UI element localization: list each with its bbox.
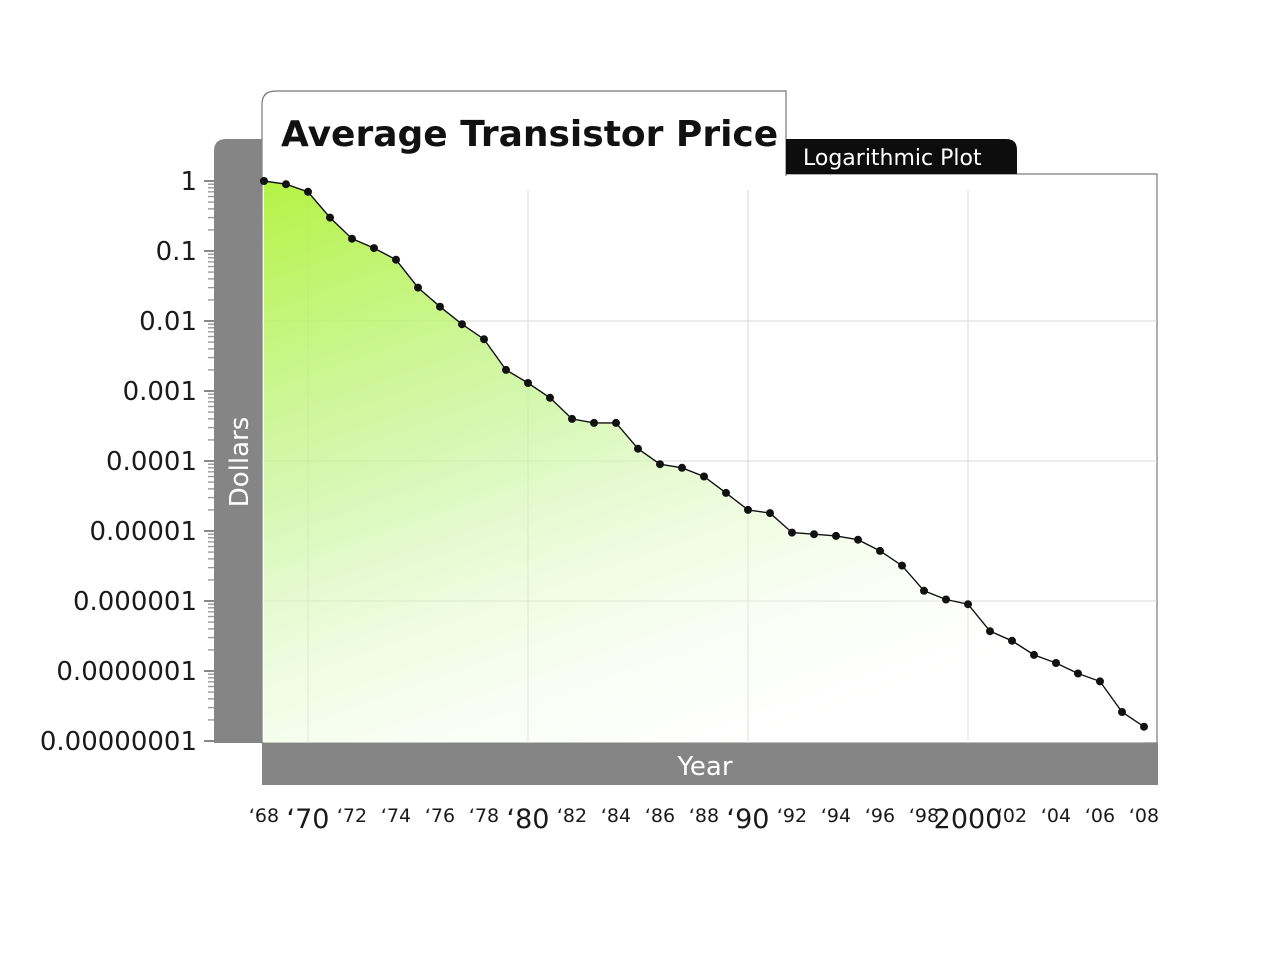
area-fill-layer bbox=[264, 181, 1144, 743]
data-point bbox=[568, 414, 576, 423]
x-tick-label: ‘80 bbox=[507, 804, 550, 835]
y-tick-label: 0.000001 bbox=[73, 587, 197, 617]
x-tick-label: ‘02 bbox=[997, 805, 1027, 827]
data-point bbox=[700, 472, 708, 481]
x-tick-label: ‘08 bbox=[1129, 805, 1159, 827]
x-tick-label: ‘98 bbox=[909, 805, 939, 827]
data-point bbox=[810, 530, 818, 539]
subtitle-badge bbox=[786, 139, 1017, 174]
data-point bbox=[766, 509, 774, 518]
data-point bbox=[832, 531, 840, 540]
data-point bbox=[260, 177, 268, 185]
data-point bbox=[304, 187, 312, 196]
data-point bbox=[524, 379, 532, 387]
data-point bbox=[546, 393, 554, 402]
x-tick-label: ‘72 bbox=[337, 805, 367, 827]
data-point bbox=[326, 213, 334, 222]
x-tick-label: ‘70 bbox=[287, 804, 330, 835]
chart-subtitle: Logarithmic Plot bbox=[803, 146, 982, 171]
data-point bbox=[986, 627, 994, 636]
data-point bbox=[502, 365, 510, 374]
data-point bbox=[1074, 669, 1082, 678]
x-tick-label: ‘76 bbox=[425, 805, 455, 827]
data-point bbox=[920, 586, 928, 595]
data-point bbox=[744, 505, 752, 514]
x-tick-label: ‘78 bbox=[469, 805, 499, 827]
data-point bbox=[1052, 659, 1060, 667]
data-point bbox=[392, 255, 400, 264]
data-point bbox=[634, 444, 642, 453]
data-point bbox=[1140, 722, 1148, 731]
data-point bbox=[942, 595, 950, 604]
x-tick-label: ‘90 bbox=[727, 804, 770, 835]
data-point bbox=[964, 600, 972, 609]
x-axis-ticks: ‘68 ‘70 ‘72 ‘74 ‘76 ‘78 ‘80 ‘82 ‘84 ‘86 ‘88 ‘90 ‘92 ‘… bbox=[249, 804, 1159, 835]
x-tick-label: ‘88 bbox=[689, 805, 719, 827]
title-tab bbox=[261, 90, 787, 176]
y-tick-label: 0.00000001 bbox=[40, 727, 197, 757]
y-tick-label: 0.00001 bbox=[89, 517, 197, 547]
x-tick-label: ‘74 bbox=[381, 805, 411, 827]
data-point bbox=[414, 283, 422, 292]
x-tick-label: ‘06 bbox=[1085, 805, 1115, 827]
x-axis-bar bbox=[262, 743, 1158, 785]
data-point bbox=[480, 335, 488, 344]
data-point bbox=[1008, 636, 1016, 645]
x-tick-label: ‘04 bbox=[1041, 805, 1071, 827]
x-tick-label: ‘94 bbox=[821, 805, 851, 827]
y-tick-label: 0.001 bbox=[123, 377, 197, 407]
y-axis-bar bbox=[214, 139, 262, 743]
y-tick-label: 0.01 bbox=[139, 307, 197, 337]
data-point bbox=[1096, 677, 1104, 686]
data-point bbox=[282, 180, 290, 189]
data-point bbox=[876, 546, 884, 555]
x-tick-label: ‘84 bbox=[601, 805, 631, 827]
data-point bbox=[436, 302, 444, 311]
data-point bbox=[656, 460, 664, 469]
x-axis-label: Year bbox=[676, 752, 732, 782]
data-point bbox=[898, 561, 906, 570]
data-point bbox=[370, 244, 378, 253]
x-tick-label: ‘96 bbox=[865, 805, 895, 827]
x-tick-label: ‘82 bbox=[557, 805, 587, 827]
y-tick-label: 1 bbox=[180, 167, 197, 197]
y-axis-ticks: 1 0.1 0.01 0.001 0.0001 0.00001 0.000001 0.0000… bbox=[40, 167, 214, 757]
y-tick-label: 0.1 bbox=[156, 237, 197, 267]
y-tick-label: 0.0001 bbox=[106, 447, 197, 477]
x-tick-label: 2000 bbox=[934, 804, 1003, 835]
y-axis-label: Dollars bbox=[225, 417, 255, 508]
area-fill bbox=[264, 181, 1144, 743]
data-point bbox=[1118, 708, 1126, 716]
data-point bbox=[458, 320, 466, 329]
y-tick-label: 0.0000001 bbox=[56, 657, 197, 687]
data-point bbox=[678, 463, 686, 472]
data-point bbox=[590, 418, 598, 427]
x-tick-label: ‘92 bbox=[777, 805, 807, 827]
data-point bbox=[348, 234, 356, 243]
data-point bbox=[1030, 650, 1038, 659]
chart-title: Average Transistor Price bbox=[281, 114, 778, 155]
data-point bbox=[722, 488, 730, 497]
data-point bbox=[788, 528, 796, 537]
x-tick-label: ‘68 bbox=[249, 805, 279, 827]
x-tick-label: ‘86 bbox=[645, 805, 675, 827]
data-point bbox=[854, 535, 862, 544]
data-points bbox=[260, 177, 1148, 731]
data-point bbox=[612, 418, 620, 427]
